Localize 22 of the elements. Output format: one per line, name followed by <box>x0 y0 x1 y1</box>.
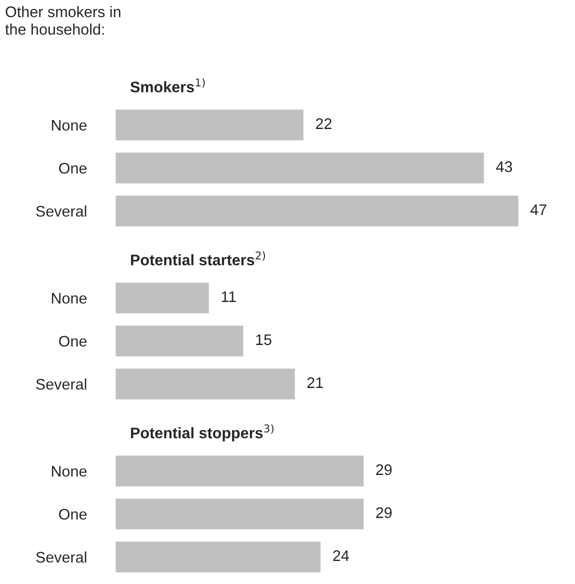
y-tick-label: One <box>59 508 87 520</box>
data-label: 11 <box>222 291 236 302</box>
y-tick-label: One <box>59 336 87 347</box>
chart-title: Smokers$^{1)}$ <box>130 78 205 92</box>
chart-title: Potential starters$^{2)}$ <box>131 251 266 266</box>
y-tick-label: Several <box>36 378 86 390</box>
data-label: 24 <box>333 550 349 561</box>
y-tick-label: None <box>52 120 87 131</box>
data-label: 21 <box>307 377 323 388</box>
data-label: 22 <box>316 118 332 129</box>
y-tick-label: None <box>52 466 87 477</box>
data-label: 43 <box>496 161 512 172</box>
y-tick-label: Several <box>36 551 86 563</box>
chart-title: Potential stoppers$^{3)}$ <box>131 424 274 442</box>
data-label: 15 <box>256 334 272 346</box>
y-tick-label: One <box>59 162 87 174</box>
y-tick-label: Several <box>36 205 86 217</box>
data-label: 29 <box>376 464 392 476</box>
y-tick-label: None <box>52 293 87 304</box>
data-label: 47 <box>530 204 546 215</box>
data-label: 29 <box>376 507 392 518</box>
text: Other smokers in the household: <box>5 6 120 35</box>
